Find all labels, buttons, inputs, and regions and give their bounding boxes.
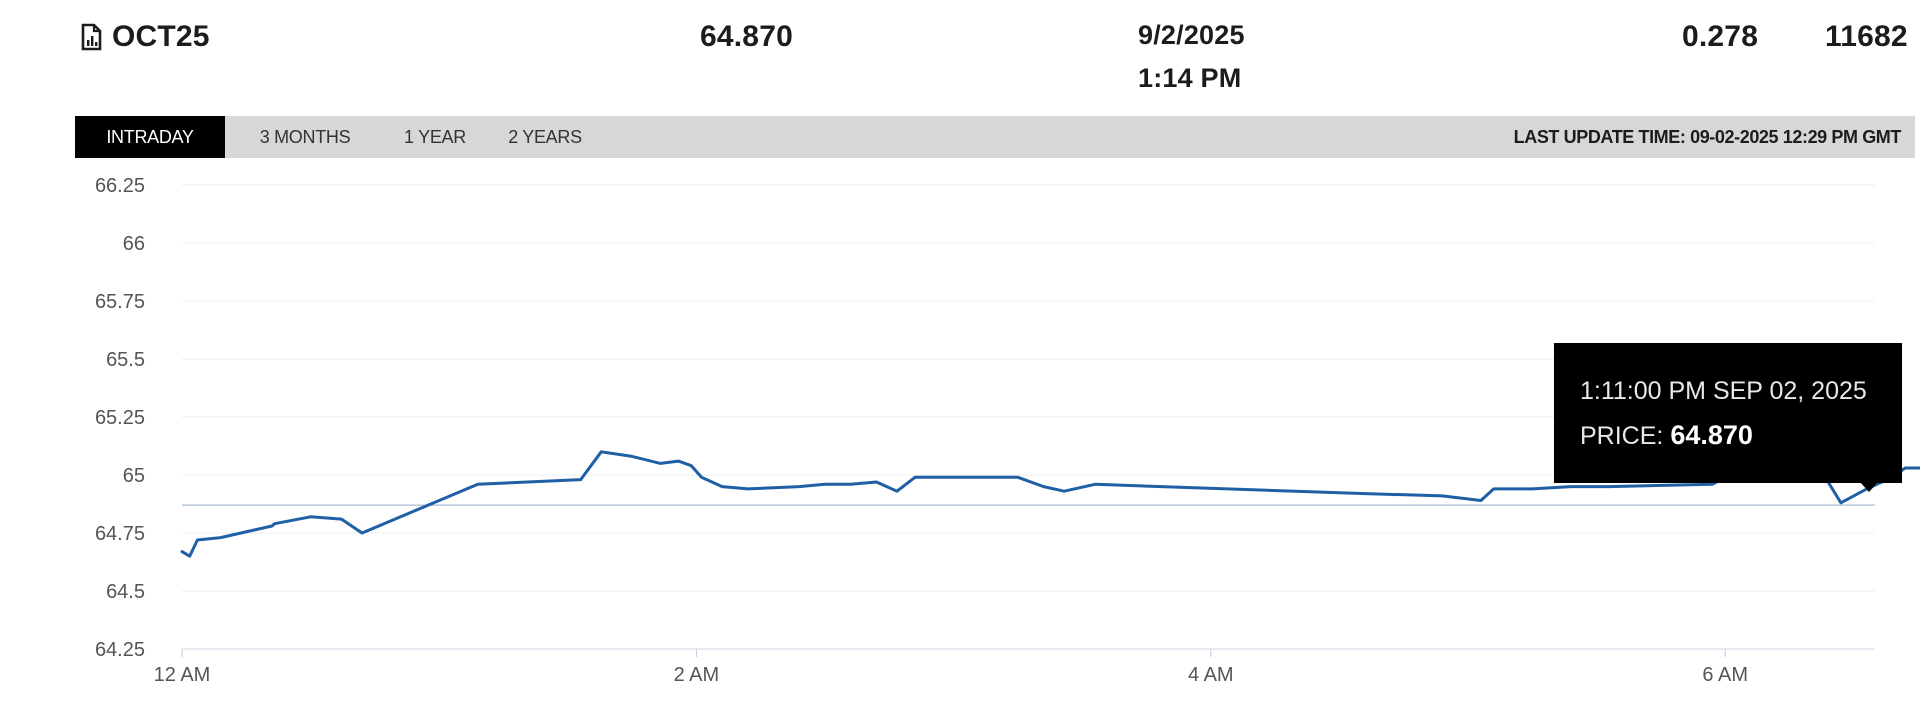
tooltip-price-value: 64.870 xyxy=(1670,420,1753,450)
tooltip-pointer xyxy=(1860,482,1878,492)
quote-header: OCT25 64.870 9/2/2025 1:14 PM 0.278 1168… xyxy=(0,0,1920,115)
quote-date: 9/2/2025 xyxy=(1138,20,1245,50)
x-tick-label: 2 AM xyxy=(674,664,720,686)
last-price: 64.870 xyxy=(700,20,793,53)
intraday-price-chart[interactable]: 66.25 66 65.75 65.5 65.25 65 64.75 64.5 64.25 12… xyxy=(0,160,1920,715)
tooltip-price-label: PRICE: xyxy=(1580,422,1664,450)
contract-symbol: OCT25 xyxy=(80,20,210,54)
x-axis: 12 AM2 AM4 AM6 AM8 AM10 AM12 PM xyxy=(154,649,1748,686)
y-axis: 66.25 66 65.75 65.5 65.25 65 64.75 64.5 64.25 xyxy=(95,175,145,661)
range-tab-bar: INTRADAY 3 MONTHS 1 YEAR 2 YEARS LAST UP… xyxy=(75,116,1915,158)
y-tick-label: 65.75 xyxy=(95,291,145,313)
tab-3-months[interactable]: 3 MONTHS xyxy=(259,126,351,147)
x-tick-label: 4 AM xyxy=(1188,664,1234,686)
last-update-time: LAST UPDATE TIME: 09-02-2025 12:29 PM GM… xyxy=(1513,126,1902,147)
x-tick-label: 6 AM xyxy=(1702,664,1748,686)
y-tick-label: 66 xyxy=(123,233,145,255)
tab-intraday[interactable]: INTRADAY xyxy=(75,116,225,158)
tab-2-years[interactable]: 2 YEARS xyxy=(508,126,582,147)
y-tick-label: 65 xyxy=(123,465,145,487)
tab-1-year[interactable]: 1 YEAR xyxy=(404,126,466,147)
volume: 11682 xyxy=(1825,20,1908,53)
quote-time: 1:14 PM xyxy=(1138,63,1242,93)
x-tick-label: 12 AM xyxy=(154,664,211,686)
y-tick-label: 64.75 xyxy=(95,523,145,545)
price-series-line xyxy=(180,445,1920,558)
y-tick-label: 65.25 xyxy=(95,407,145,429)
y-tick-label: 65.5 xyxy=(106,349,145,371)
y-tick-label: 64.5 xyxy=(106,581,145,603)
price-tooltip: 1:11:00 PM SEP 02, 2025 PRICE: 64.870 xyxy=(1554,343,1902,483)
y-tick-label: 64.25 xyxy=(95,639,145,661)
symbol-label: OCT25 xyxy=(112,20,210,53)
price-change: 0.278 xyxy=(1682,20,1759,53)
tooltip-time: 1:11:00 PM SEP 02, 2025 xyxy=(1580,377,1867,405)
y-tick-label: 66.25 xyxy=(95,175,145,197)
tooltip-price-row: PRICE: 64.870 xyxy=(1580,420,1902,451)
plot-area xyxy=(180,445,1920,558)
gridlines xyxy=(182,184,1875,650)
chart-document-icon[interactable] xyxy=(80,23,102,51)
